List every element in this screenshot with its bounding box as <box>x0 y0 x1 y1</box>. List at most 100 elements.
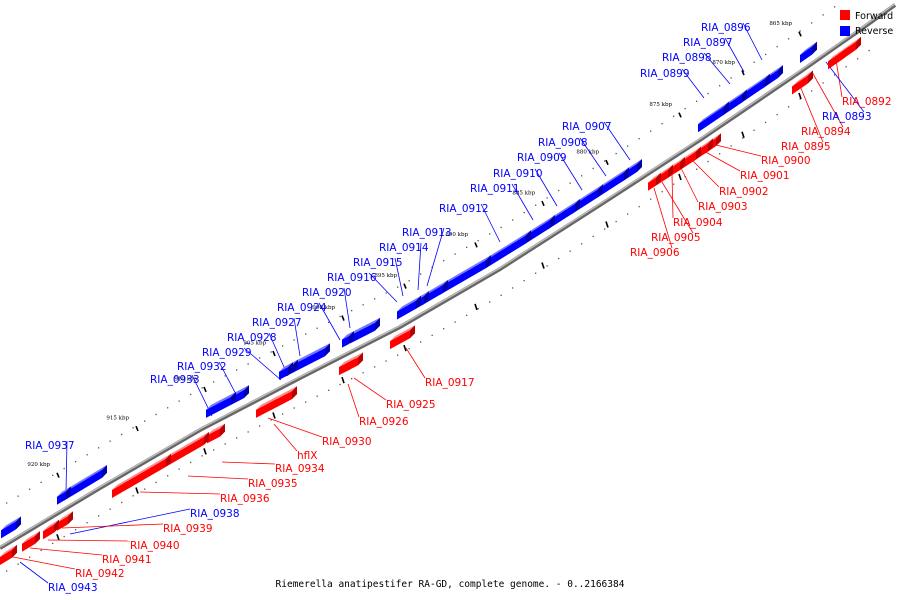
tick-label: 875 kbp <box>649 102 672 108</box>
gene-label[interactable]: RIA_0893 <box>822 111 872 123</box>
label-leader <box>29 547 103 556</box>
reverse-gene-arrow[interactable] <box>64 464 107 501</box>
reverse-gene-arrow[interactable] <box>397 295 421 320</box>
tick-mark-above <box>341 315 345 321</box>
reverse-gene-arrow[interactable] <box>800 41 817 63</box>
gene-label[interactable]: RIA_0929 <box>202 347 252 359</box>
genome-backbone <box>0 3 897 550</box>
gene-label[interactable]: RIA_0940 <box>130 540 180 552</box>
reverse-gene-arrow[interactable] <box>57 486 71 505</box>
gene-label[interactable]: RIA_0937 <box>25 440 75 452</box>
gene-label[interactable]: RIA_0905 <box>651 232 701 244</box>
gene-label[interactable]: RIA_0907 <box>562 121 612 133</box>
gene-label[interactable]: RIA_0927 <box>252 317 302 329</box>
gene-label[interactable]: RIA_0897 <box>683 37 733 49</box>
gene-label[interactable]: RIA_0933 <box>150 374 200 386</box>
label-leader <box>218 361 239 399</box>
reverse-gene-arrow[interactable] <box>440 255 491 295</box>
forward-gene-arrow[interactable] <box>22 531 40 552</box>
gene-label[interactable]: RIA_0917 <box>425 377 475 389</box>
gene-label[interactable]: RIA_0896 <box>701 22 751 34</box>
reverse-gene-arrow[interactable] <box>698 101 729 133</box>
scale-dot <box>351 309 353 312</box>
gene-label[interactable]: RIA_0913 <box>402 227 452 239</box>
gene-label[interactable]: RIA_0915 <box>353 257 403 269</box>
gene-label[interactable]: RIA_0942 <box>75 568 125 580</box>
scale-dot <box>178 400 180 402</box>
gene-label[interactable]: RIA_0938 <box>190 508 240 520</box>
gene-arrow-side <box>680 157 685 170</box>
gene-label[interactable]: RIA_0901 <box>740 170 790 182</box>
reverse-gene-arrow[interactable] <box>342 331 354 348</box>
gene-label[interactable]: RIA_0912 <box>439 203 489 215</box>
forward-gene-arrow[interactable] <box>43 519 59 540</box>
reverse-gene-arrow[interactable] <box>206 391 236 418</box>
gene-label[interactable]: RIA_0920 <box>302 287 352 299</box>
tick-mark-below <box>135 487 139 494</box>
gene-label[interactable]: RIA_0895 <box>781 141 831 153</box>
legend-reverse-label: Reverse <box>855 26 893 37</box>
forward-gene-arrow[interactable] <box>165 431 209 468</box>
reverse-gene-arrow[interactable] <box>279 362 293 380</box>
gene-arrow-top <box>440 255 491 287</box>
gene-label[interactable]: RIA_0892 <box>842 96 892 108</box>
gene-label[interactable]: RIA_0904 <box>673 217 723 229</box>
gene-label[interactable]: hflX <box>297 450 317 462</box>
tick-label: 905 kbp <box>243 341 266 347</box>
gene-arrow-top <box>838 36 861 55</box>
gene-label[interactable]: RIA_0932 <box>177 361 227 373</box>
reverse-gene-arrow[interactable] <box>292 343 330 374</box>
gene-label[interactable]: RIA_0898 <box>662 52 712 64</box>
forward-gene-arrow[interactable] <box>0 544 17 565</box>
legend-reverse-swatch <box>840 26 850 36</box>
gene-arrow-top <box>57 486 71 497</box>
forward-gene-arrow[interactable] <box>838 36 861 63</box>
gene-label[interactable]: RIA_0906 <box>630 247 680 259</box>
gene-label[interactable]: RIA_0914 <box>379 242 429 254</box>
gene-label[interactable]: RIA_0936 <box>220 493 270 505</box>
gene-label[interactable]: RIA_0935 <box>248 478 298 490</box>
reverse-gene-arrow[interactable] <box>597 167 629 198</box>
scale-dot <box>661 191 663 193</box>
gene-label[interactable]: RIA_0939 <box>163 523 213 535</box>
gene-label[interactable]: RIA_0911 <box>470 183 520 195</box>
gene-label[interactable]: RIA_0910 <box>493 168 543 180</box>
gene-label[interactable]: RIA_0928 <box>227 332 277 344</box>
reverse-gene-arrow[interactable] <box>350 317 380 344</box>
gene-label[interactable]: RIA_0900 <box>761 155 811 167</box>
forward-gene-arrow[interactable] <box>346 352 363 372</box>
forward-gene-arrow[interactable] <box>112 453 171 499</box>
gene-label[interactable]: RIA_0943 <box>48 582 98 594</box>
gene-label[interactable]: RIA_0899 <box>640 68 690 80</box>
label-leader <box>799 85 824 143</box>
forward-gene-arrow[interactable] <box>792 70 813 95</box>
scale-dot <box>236 437 238 439</box>
gene-label[interactable]: RIA_0909 <box>517 152 567 164</box>
gene-label[interactable]: RIA_0926 <box>359 416 409 428</box>
forward-gene-arrow[interactable] <box>207 423 225 444</box>
gene-arrow-side <box>742 89 747 103</box>
reverse-gene-arrow[interactable] <box>1 516 21 539</box>
gene-label[interactable]: RIA_0925 <box>386 399 436 411</box>
gene-arrow-side <box>358 352 363 366</box>
scale-dot <box>190 393 192 396</box>
forward-gene-arrow[interactable] <box>648 172 661 191</box>
forward-gene-arrow[interactable] <box>270 386 297 411</box>
forward-gene-arrow[interactable] <box>57 511 73 531</box>
forward-gene-arrow[interactable] <box>390 325 415 350</box>
gene-arrow-front <box>390 330 410 350</box>
label-leader <box>689 157 720 188</box>
gene-label[interactable]: RIA_0916 <box>327 272 377 284</box>
gene-label[interactable]: RIA_0941 <box>102 554 152 566</box>
tick-mark-below <box>341 376 345 384</box>
gene-label[interactable]: RIA_0934 <box>275 463 325 475</box>
scale-dot <box>822 82 824 84</box>
gene-label[interactable]: RIA_0924 <box>277 302 327 314</box>
reverse-gene-arrow[interactable] <box>485 230 531 269</box>
gene-label[interactable]: RIA_0894 <box>801 126 851 138</box>
scale-dot <box>673 183 675 185</box>
gene-label[interactable]: RIA_0903 <box>698 201 748 213</box>
gene-label[interactable]: RIA_0902 <box>719 186 769 198</box>
gene-label[interactable]: RIA_0908 <box>538 137 588 149</box>
gene-label[interactable]: RIA_0930 <box>322 436 372 448</box>
